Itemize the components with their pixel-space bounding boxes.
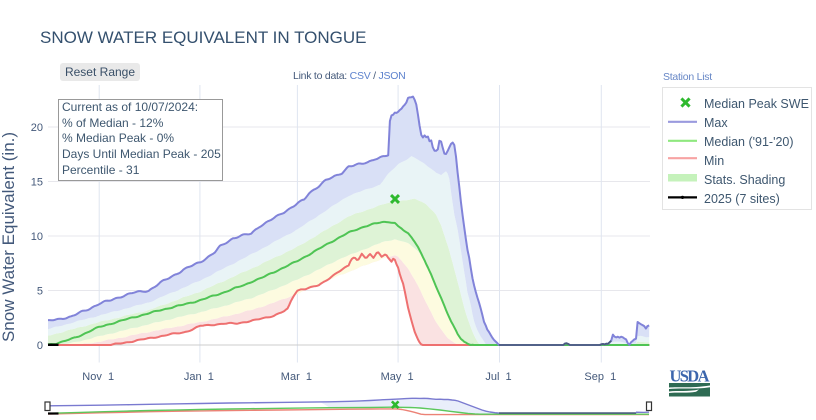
svg-text:May 1: May 1 bbox=[381, 371, 414, 383]
svg-text:Nov 1: Nov 1 bbox=[82, 371, 114, 383]
svg-text:20: 20 bbox=[31, 122, 43, 134]
svg-text:USDA: USDA bbox=[670, 367, 710, 386]
svg-text:10: 10 bbox=[31, 231, 43, 243]
svg-text:Jul 1: Jul 1 bbox=[485, 371, 511, 383]
svg-text:Sep 1: Sep 1 bbox=[584, 371, 616, 383]
svg-text:15: 15 bbox=[31, 177, 43, 189]
svg-text:Snow Water Equivalent (in.): Snow Water Equivalent (in.) bbox=[0, 132, 18, 342]
svg-text:Jan 1: Jan 1 bbox=[184, 371, 214, 383]
svg-text:5: 5 bbox=[37, 286, 43, 298]
svg-text:Mar 1: Mar 1 bbox=[281, 371, 312, 383]
svg-text:0: 0 bbox=[37, 340, 43, 352]
